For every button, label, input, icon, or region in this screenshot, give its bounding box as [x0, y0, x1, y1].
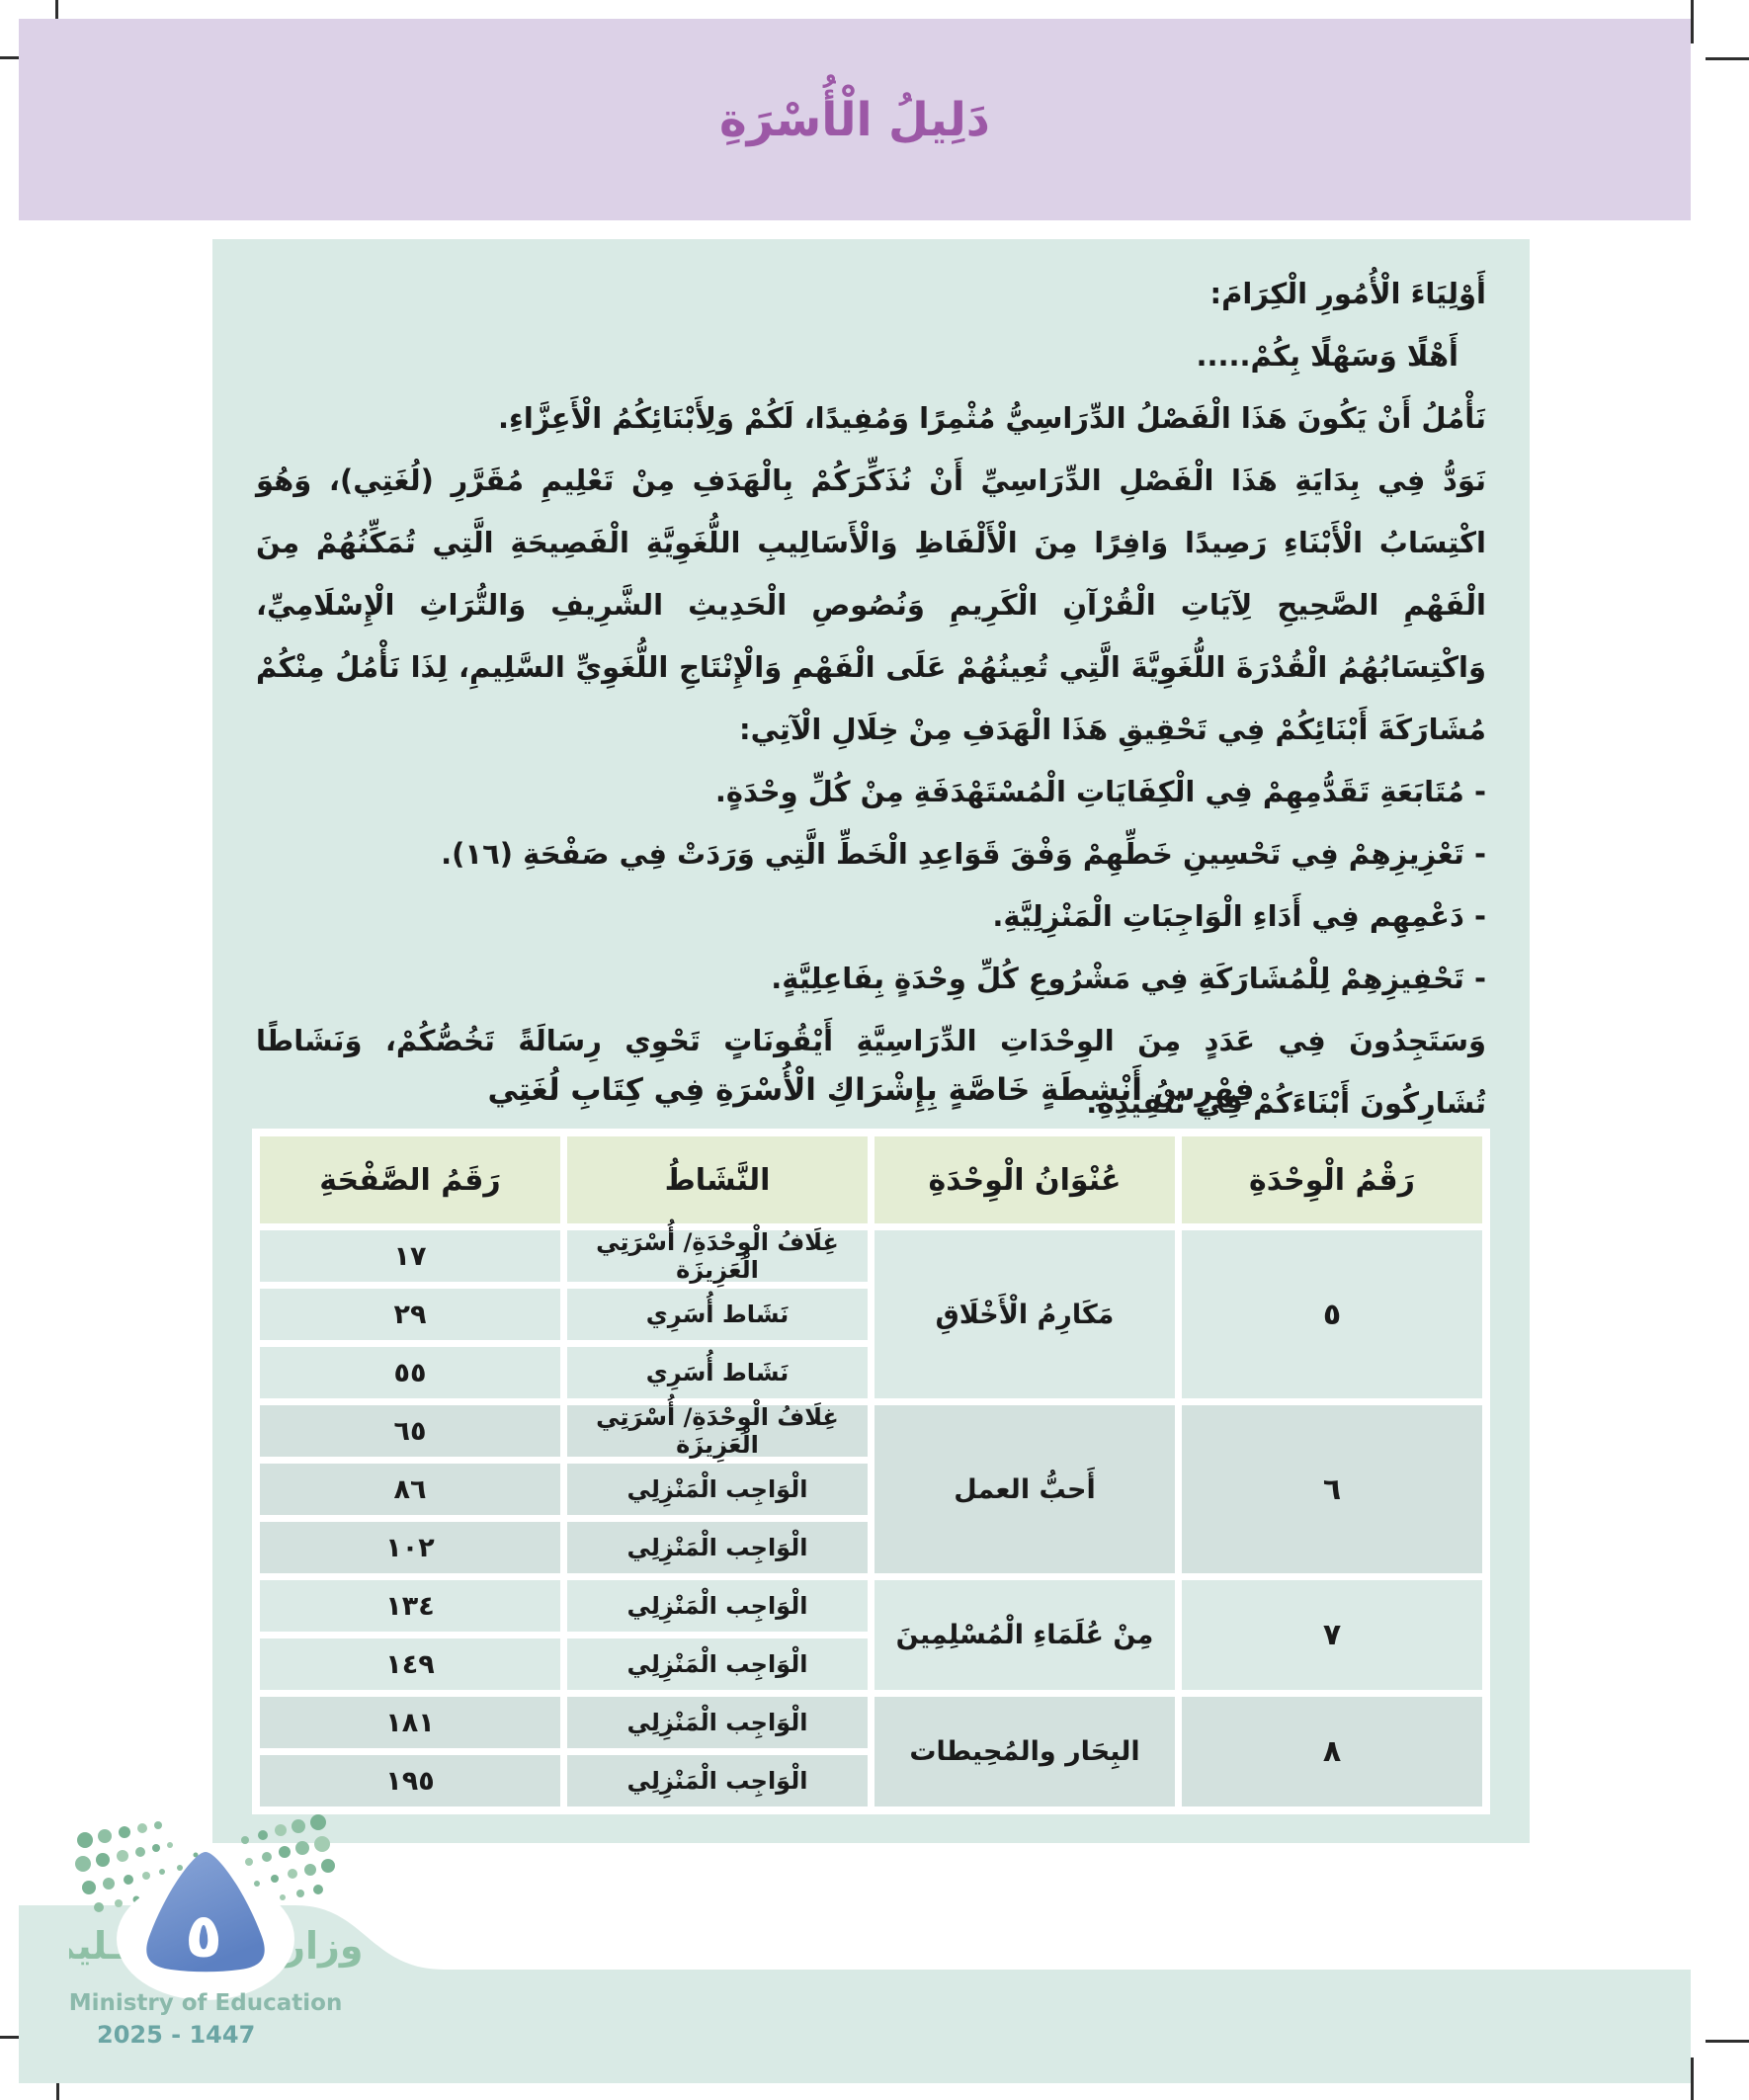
column-header: النَّشَاطُ — [567, 1136, 868, 1223]
ministry-logo: وزارة التـــعـــليم ٥ Ministry of Educat… — [69, 1814, 364, 2049]
intro-line-salutation: أَوْلِيَاءَ الْأُمُورِ الْكِرَامَ: — [1209, 277, 1487, 310]
ministry-wordmark-en: Ministry of Education — [69, 1990, 342, 2016]
activities-grid: رَقْمُ الْوِحْدَةِ عُنْوَانُ الْوِحْدَةِ ا… — [260, 1136, 1482, 1806]
page-number-cell: ١٤٩ — [260, 1638, 560, 1690]
footer-wave — [19, 1905, 1691, 2083]
unit-title-cell: البِحَار والمُحِيطات — [874, 1697, 1175, 1806]
edition-years: 2025 - 1447 — [97, 2021, 255, 2049]
column-header: رَقَمُ الصَّفْحَةِ — [260, 1136, 560, 1223]
intro-line-paragraph: وَسَتَجِدُونَ فِي عَدَدٍ مِنَ الوِحْدَات… — [256, 1024, 1486, 1120]
intro-line-bullet: - تَعْزِيزِهِمْ فِي تَحْسِينِ خَطِّهِمْ … — [441, 837, 1486, 871]
activity-cell: نَشَاط أُسَرِي — [567, 1347, 868, 1398]
column-header: رَقْمُ الْوِحْدَةِ — [1182, 1136, 1482, 1223]
logo-dots — [75, 1814, 335, 1912]
page-number: ٥ — [185, 1899, 222, 1972]
intro-line-welcome: أَهْلًا وَسَهْلًا بِكُمْ..... — [1196, 339, 1458, 373]
page-number-cell: ١٨١ — [260, 1697, 560, 1748]
activity-cell: الْوَاجِب الْمَنْزِلِي — [567, 1697, 868, 1748]
activity-cell: الْوَاجِب الْمَنْزِلِي — [567, 1464, 868, 1515]
activity-cell: الْوَاجِب الْمَنْزِلِي — [567, 1755, 868, 1806]
page-number-cell: ٥٥ — [260, 1347, 560, 1398]
intro-line-body: نَأْمُلُ أَنْ يَكُونَ هَذَا الْفَصْلُ ال… — [497, 401, 1486, 435]
unit-number-cell: ٦ — [1182, 1405, 1482, 1573]
table-heading: فِهْرِسُ أَنْشِطَةٍ خَاصَّةٍ بِإِشْرَاكِ… — [487, 1072, 1255, 1108]
page-number-cell: ٢٩ — [260, 1289, 560, 1340]
intro-text: أَوْلِيَاءَ الْأُمُورِ الْكِرَامَ: أَهْلً… — [212, 239, 1530, 1134]
content-panel: أَوْلِيَاءَ الْأُمُورِ الْكِرَامَ: أَهْلً… — [212, 239, 1530, 1843]
unit-title-cell: مَكَارِمُ الْأَخْلَاقِ — [874, 1230, 1175, 1398]
intro-line-paragraph: نَوَدُّ فِي بِدَايَةِ هَذَا الْفَصْلِ ال… — [256, 463, 1486, 746]
intro-line-bullet: - مُتَابَعَةِ تَقَدُّمِهِمْ فِي الْكِفَا… — [714, 775, 1486, 808]
title-band: دَلِيلُ الْأُسْرَةِ — [19, 19, 1691, 220]
page-number-cell: ١٣٤ — [260, 1580, 560, 1632]
page-number-cell: ٨٦ — [260, 1464, 560, 1515]
crop-mark — [1691, 2058, 1694, 2100]
unit-number-cell: ٧ — [1182, 1580, 1482, 1690]
activity-cell: غِلَافُ الْوِحْدَةِ/ أُسْرَتِي الْعَزِيز… — [567, 1228, 868, 1284]
page-number-cell: ١٧ — [260, 1230, 560, 1282]
activity-cell: غِلَافُ الْوِحْدَةِ/ أُسْرَتِي الْعَزِيز… — [567, 1403, 868, 1459]
column-header: عُنْوَانُ الْوِحْدَةِ — [874, 1136, 1175, 1223]
page-number-cell: ١٠٢ — [260, 1522, 560, 1573]
activity-cell: الْوَاجِب الْمَنْزِلِي — [567, 1580, 868, 1632]
page-number-cell: ٦٥ — [260, 1405, 560, 1457]
logo-triangle — [146, 1852, 265, 1973]
activity-cell: نَشَاط أُسَرِي — [567, 1289, 868, 1340]
crop-mark — [1691, 0, 1694, 43]
activity-cell: الْوَاجِب الْمَنْزِلِي — [567, 1638, 868, 1690]
intro-line-bullet: - تَحْفِيزِهِمْ لِلْمُشَارَكَةِ فِي مَشْ… — [771, 962, 1486, 995]
unit-number-cell: ٥ — [1182, 1230, 1482, 1398]
intro-line-bullet: - دَعْمِهِم فِي أَدَاءِ الْوَاجِبَاتِ ال… — [992, 899, 1486, 933]
page-number-cell: ١٩٥ — [260, 1755, 560, 1806]
crop-mark — [1706, 2040, 1749, 2043]
unit-number-cell: ٨ — [1182, 1697, 1482, 1806]
unit-title-cell: أَحبُّ العمل — [874, 1405, 1175, 1573]
activities-table: رَقْمُ الْوِحْدَةِ عُنْوَانُ الْوِحْدَةِ ا… — [252, 1129, 1490, 1814]
activity-cell: الْوَاجِب الْمَنْزِلِي — [567, 1522, 868, 1573]
unit-title-cell: مِنْ عُلَمَاءِ الْمُسْلِمِينَ — [874, 1580, 1175, 1690]
crop-mark — [1706, 57, 1749, 60]
page-title: دَلِيلُ الْأُسْرَةِ — [719, 92, 990, 147]
